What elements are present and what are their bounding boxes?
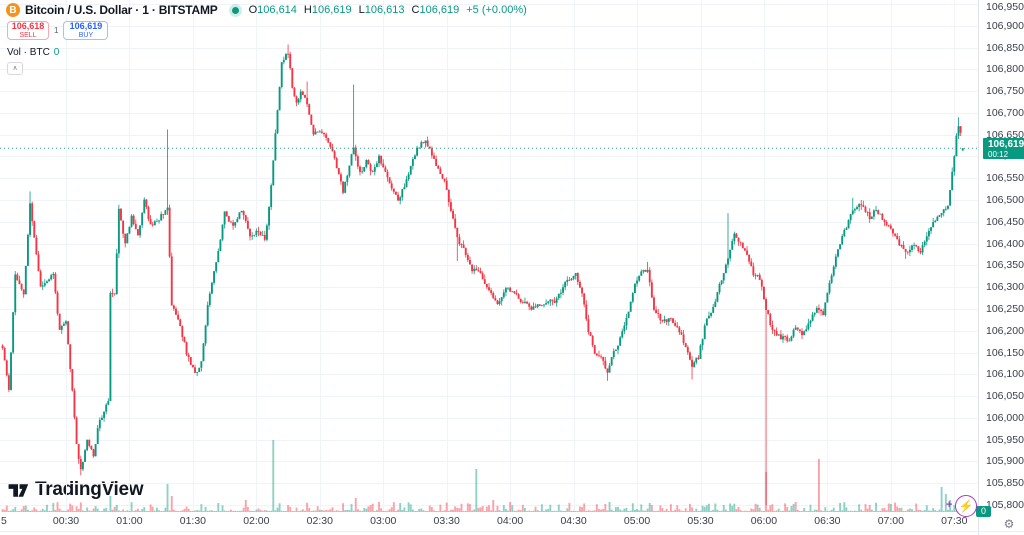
- time-axis-label: 07:00: [877, 515, 904, 527]
- tradingview-logo-icon: [8, 483, 29, 497]
- time-axis-label: 07:30: [941, 515, 968, 527]
- market-status-dot[interactable]: [231, 6, 239, 14]
- price-axis-label: 105,900: [986, 455, 1024, 468]
- current-price-badge: 106,619 00:12: [983, 138, 1024, 160]
- price-axis-label: 106,800: [986, 63, 1024, 76]
- time-axis-label: 06:00: [750, 515, 778, 527]
- open-label: O: [248, 4, 258, 16]
- volume-layer: [1, 440, 964, 512]
- time-axis-label: 05:00: [623, 515, 651, 527]
- close-label: C: [411, 4, 420, 16]
- chart-legend: B Bitcoin / U.S. Dollar · 1 · BITSTAMP O…: [6, 3, 527, 17]
- close-value: 106,619: [419, 4, 460, 16]
- ohlc-values: O106,614 H106,619 L106,613 C106,619 +5 (…: [249, 4, 527, 16]
- price-axis-label: 105,950: [986, 433, 1024, 446]
- price-axis-label: 106,250: [986, 302, 1024, 315]
- low-value: 106,613: [364, 4, 405, 16]
- price-axis-label: 106,150: [986, 346, 1024, 359]
- candlestick-chart[interactable]: [0, 0, 978, 512]
- sell-button[interactable]: 106,618 SELL: [7, 21, 49, 40]
- spread-value: 1: [54, 26, 59, 35]
- price-axis-label: 105,800: [986, 499, 1024, 511]
- price-axis[interactable]: 106,950 106,900 106,850 106,800 106,750 106,7…: [978, 0, 1024, 535]
- tradingview-watermark[interactable]: TradingView: [7, 479, 144, 501]
- price-axis-label: 105,850: [986, 477, 1024, 490]
- axis-settings-gear-icon[interactable]: ⚙: [1003, 517, 1015, 531]
- buy-button[interactable]: 106,619 BUY: [63, 21, 109, 40]
- time-axis-label: 05:30: [687, 515, 714, 527]
- time-axis-label: 04:00: [497, 515, 524, 527]
- time-axis-label: 03:30: [433, 515, 460, 527]
- quick-trade-lightning-button[interactable]: ⚡: [955, 495, 977, 517]
- price-axis-label: 106,550: [986, 172, 1024, 185]
- bitcoin-icon: B: [6, 3, 20, 17]
- volume-legend: Vol · BTC 0: [7, 47, 59, 58]
- price-axis-label: 106,650: [986, 128, 1024, 141]
- price-axis-label: 106,750: [986, 85, 1024, 98]
- sell-price: 106,618: [11, 21, 45, 31]
- sell-label: SELL: [19, 32, 37, 39]
- price-axis-label: 106,450: [986, 215, 1024, 228]
- volume-legend-label: Vol · BTC: [7, 47, 50, 58]
- price-axis-label: 106,100: [986, 368, 1024, 381]
- low-label: L: [358, 4, 365, 16]
- trade-panel: 106,618 SELL 1 106,619 BUY: [7, 21, 109, 40]
- high-label: H: [303, 4, 312, 16]
- change-value: +5 (+0.00%): [466, 4, 527, 16]
- time-axis-label: 00:30: [52, 515, 80, 527]
- fab-plus-icon: +: [946, 499, 953, 511]
- time-axis-label: 04:30: [560, 515, 587, 527]
- volume-legend-value: 0: [53, 47, 60, 58]
- symbol-title[interactable]: Bitcoin / U.S. Dollar · 1 · BITSTAMP: [25, 3, 218, 17]
- open-value: 106,614: [257, 4, 297, 16]
- price-axis-label: 106,400: [986, 237, 1024, 250]
- grid-layer: [0, 0, 978, 512]
- buy-label: BUY: [78, 32, 94, 39]
- time-axis-label: 02:30: [306, 515, 333, 527]
- time-axis-label: 02:00: [243, 515, 270, 527]
- chevron-up-icon: ∧: [12, 65, 18, 72]
- lightning-icon: ⚡: [958, 499, 974, 513]
- time-axis-label: 01:30: [179, 515, 207, 527]
- price-axis-label: 106,050: [986, 390, 1024, 403]
- price-axis-label: 106,900: [986, 19, 1024, 32]
- high-value: 106,619: [311, 4, 352, 16]
- volume-axis-badge: 0: [976, 506, 992, 517]
- watermark-label: TradingView: [35, 479, 144, 500]
- price-axis-label: 106,950: [986, 1, 1024, 13]
- widget-bottom-border: [0, 531, 1024, 532]
- bar-countdown: 00:12: [988, 150, 1009, 160]
- time-axis-label: 06:30: [814, 515, 841, 527]
- price-axis-label: 106,000: [986, 411, 1024, 424]
- legend-collapse-button[interactable]: ∧: [7, 62, 23, 75]
- time-axis-label: 03:00: [370, 515, 397, 527]
- price-axis-label: 106,850: [986, 41, 1024, 54]
- price-axis-label: 106,200: [986, 324, 1024, 337]
- price-axis-label: 106,350: [986, 259, 1024, 272]
- candles-layer: [1, 44, 964, 505]
- time-axis-partial-label: 5: [1, 515, 7, 527]
- price-axis-label: 106,300: [986, 281, 1024, 294]
- price-axis-label: 106,700: [986, 106, 1024, 119]
- price-axis-label: 106,500: [986, 194, 1024, 207]
- time-axis[interactable]: 5 00:30 01:00 01:30 02:00 02:30 03:00 03:30 04:…: [0, 512, 978, 535]
- time-axis-label: 01:00: [116, 515, 143, 527]
- buy-price: 106,619: [69, 21, 103, 31]
- current-price-value: 106,619: [988, 139, 1024, 151]
